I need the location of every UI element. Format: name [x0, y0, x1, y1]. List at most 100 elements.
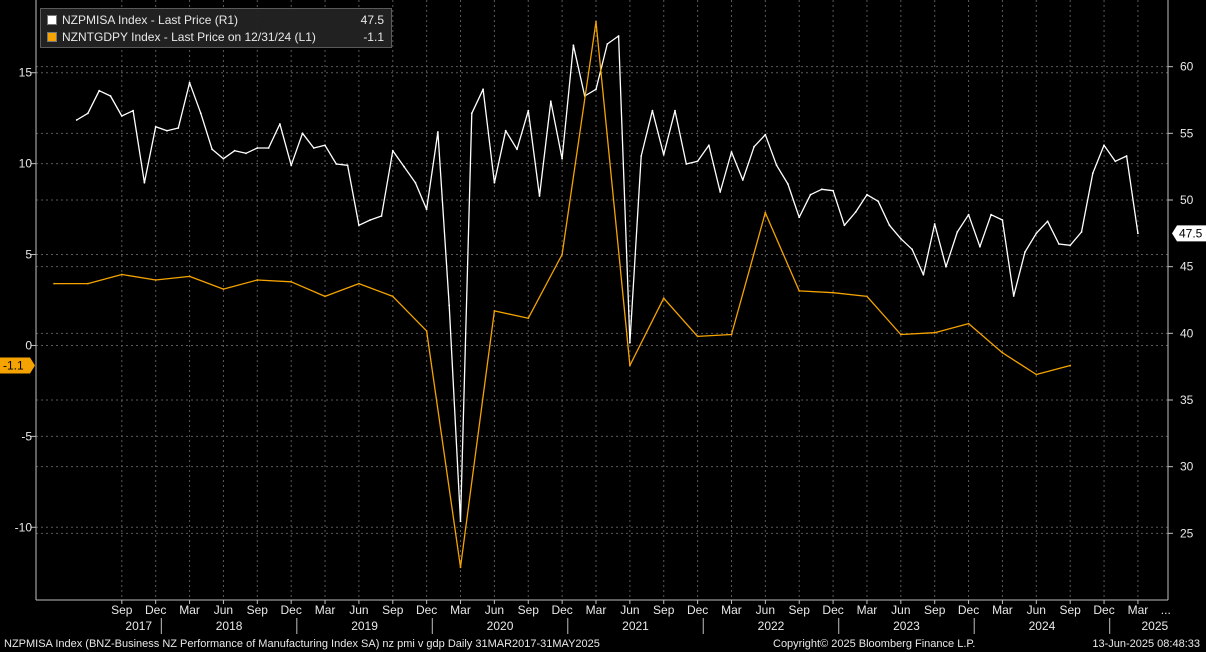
x-axis-month-label: ...	[1161, 603, 1171, 617]
x-axis-month-label: Dec	[416, 603, 437, 617]
gdp-data-point	[87, 282, 89, 285]
pmi-data-point	[640, 155, 643, 157]
x-axis-month-label: Sep	[247, 603, 269, 617]
pmi-data-point	[87, 112, 89, 115]
x-axis-month-label: Sep	[518, 603, 540, 617]
pmi-data-point	[199, 112, 202, 115]
x-axis-month-label: Mar	[857, 603, 878, 617]
pmi-data-point	[1012, 295, 1015, 297]
x-axis-month-label: Jun	[214, 603, 233, 617]
x-axis-month-label: Jun	[756, 603, 775, 617]
pmi-data-point	[956, 231, 959, 233]
pmi-data-point	[561, 157, 563, 160]
pmi-data-point	[606, 43, 609, 45]
pmi-data-point	[425, 208, 428, 211]
pmi-data-point	[324, 144, 326, 147]
x-axis-year-label: 2022	[758, 619, 785, 633]
x-axis-month-label: Dec	[280, 603, 301, 617]
pmi-data-point	[595, 88, 597, 91]
pmi-data-point	[933, 223, 936, 225]
gdp-data-point	[1001, 351, 1004, 354]
pmi-data-point	[787, 183, 789, 185]
pmi-data-point	[990, 213, 992, 216]
pmi-data-point	[730, 151, 733, 153]
x-axis-month-label: Mar	[315, 603, 336, 617]
pmi-data-point	[753, 145, 755, 148]
gdp-data-point	[1069, 364, 1072, 367]
pmi-data-point	[832, 189, 834, 192]
x-axis-month-label: Jun	[485, 603, 504, 617]
legend-label-gdp: NZNTGDPY Index - Last Price on 12/31/24 …	[62, 30, 316, 44]
x-axis-month-label: Sep	[653, 603, 675, 617]
left-last-value-tag	[0, 357, 35, 374]
pmi-data-point	[437, 131, 439, 133]
x-axis-month-label: Sep	[382, 603, 404, 617]
gdp-data-point	[866, 295, 868, 298]
gdp-data-point	[933, 331, 936, 334]
pmi-data-point	[132, 109, 135, 112]
pmi-data-point	[233, 149, 236, 152]
gdp-data-point	[459, 566, 462, 569]
x-axis-month-label: Sep	[924, 603, 946, 617]
gdp-data-point	[730, 333, 733, 336]
pmi-data-point	[854, 211, 857, 213]
legend-swatch-pmi	[47, 15, 57, 25]
pmi-data-point	[279, 123, 281, 125]
x-axis-month-label: Jun	[620, 603, 639, 617]
pmi-data-point	[979, 245, 981, 248]
gdp-data-point	[527, 317, 530, 320]
x-axis-month-label: Sep	[789, 603, 811, 617]
pmi-data-point	[482, 88, 484, 91]
pmi-data-point	[1069, 244, 1072, 247]
pmi-data-point	[470, 112, 473, 115]
pmi-data-point	[369, 219, 372, 221]
pmi-data-point	[267, 147, 270, 149]
x-axis-month-label: Jun	[349, 603, 368, 617]
right-axis-tick-label: 60	[1180, 60, 1194, 74]
legend-item-pmi: NZPMISA Index - Last Price (R1) 47.5	[46, 12, 386, 28]
pmi-data-point	[188, 81, 191, 84]
pmi-data-point	[696, 160, 699, 163]
pmi-data-point	[538, 195, 541, 197]
pmi-data-point	[1046, 220, 1049, 223]
pmi-data-point	[346, 164, 349, 167]
footer-description: NZPMISA Index (BNZ-Business NZ Performan…	[4, 638, 600, 650]
x-axis-month-label: Jun	[1027, 603, 1046, 617]
pmi-data-point	[290, 164, 293, 167]
pmi-data-point	[674, 109, 676, 112]
x-axis-year-label: 2019	[351, 619, 378, 633]
gdp-data-point	[696, 335, 699, 338]
gdp-data-point	[120, 273, 123, 276]
left-last-value-label: -1.1	[3, 358, 24, 372]
x-axis-month-label: Mar	[450, 603, 471, 617]
pmi-data-point	[222, 157, 225, 160]
left-axis-tick-label: -5	[21, 429, 32, 443]
pmi-data-point	[493, 181, 496, 184]
gdp-data-point	[358, 282, 360, 285]
pmi-data-point	[358, 224, 360, 227]
pmi-data-point	[617, 35, 620, 37]
x-axis-month-label: Sep	[1060, 603, 1082, 617]
pmi-data-point	[549, 100, 552, 103]
gdp-data-point	[662, 297, 665, 300]
footer-copyright: Copyright© 2025 Bloomberg Finance L.P.	[773, 638, 976, 650]
pmi-data-point	[120, 115, 123, 117]
legend-value-pmi: 47.5	[360, 13, 384, 27]
pmi-data-point	[911, 248, 913, 251]
pmi-data-point	[843, 224, 846, 227]
gdp-data-point	[290, 280, 293, 283]
x-axis-year-label: 2018	[216, 619, 243, 633]
x-axis-year-label: 2020	[487, 619, 514, 633]
footer-timestamp: 13-Jun-2025 08:48:33	[1092, 638, 1200, 650]
x-axis-year-label: 2017	[125, 619, 152, 633]
left-axis-tick-label: 0	[25, 338, 32, 352]
right-axis-tick-label: 55	[1180, 126, 1194, 140]
right-axis-tick-label: 40	[1180, 326, 1194, 340]
gdp-data-point	[222, 288, 225, 290]
pmi-data-point	[1091, 172, 1094, 175]
pmi-data-point	[391, 149, 394, 152]
gdp-data-point	[1035, 373, 1038, 376]
gdp-data-point	[798, 290, 801, 292]
gdp-data-point	[764, 211, 767, 214]
